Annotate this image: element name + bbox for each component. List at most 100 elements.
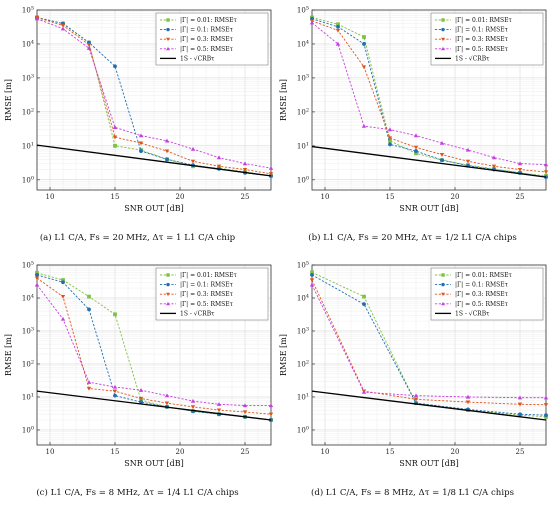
data-point [34,282,40,287]
y-tick-label: 103 [297,73,309,82]
legend-box [155,12,269,66]
data-point [166,37,170,42]
chart-panel-d: 10 15 20 25 100 101 102 103 104 105 SNR OUT [dB] RM… [279,261,549,498]
data-point [113,64,117,69]
legend: |Γ| = 0.01: RMSEτ |Γ| = 0.1: RMSEτ |Γ| = 0… [155,12,269,66]
data-point [361,123,367,128]
data-point [242,167,248,172]
x-tick-label: 25 [516,193,525,201]
series-line [311,22,547,166]
data-point [388,138,392,143]
series-1 [310,16,548,179]
series-4 [311,390,547,421]
data-point [138,388,144,392]
data-point [87,307,91,312]
data-point [362,35,366,39]
y-tick-label: 101 [22,392,34,401]
plot-area-frame [36,9,272,191]
data-point [362,302,366,307]
data-point [491,155,497,160]
y-axis-label: RMSE [m] [279,79,288,121]
data-point [309,20,315,25]
x-axis-label: SNR OUT [dB] [124,459,183,468]
x-tick-label: 15 [111,448,120,456]
data-point [112,135,118,140]
x-tick-label: 25 [241,448,250,456]
data-point [544,175,548,179]
data-point [35,273,39,277]
data-point [309,278,315,283]
data-point [61,278,65,282]
series-3 [309,282,549,400]
data-point [164,149,170,154]
series-line [36,18,272,169]
legend-box [430,267,544,321]
chart-panel-c: 10 15 20 25 100 101 102 103 104 105 SNR OUT [dB] RM… [4,261,274,498]
legend-label: |Γ| = 0.01: RMSEτ [455,272,512,279]
data-point [543,395,549,400]
legend-box [430,12,544,66]
x-axis-label: SNR OUT [dB] [399,204,458,213]
data-point [465,400,471,405]
data-point [518,412,522,417]
data-point [139,149,143,153]
plot-area-frame [311,9,547,191]
panel-caption: (d) L1 C/A, Fs = 8 MHz, Δτ = 1/8 L1 C/A … [311,487,514,498]
series-line [311,145,547,178]
data-point [34,16,40,21]
legend-label: |Γ| = 0.01: RMSEτ [455,17,512,24]
y-tick-label: 103 [22,73,34,82]
legend-label: |Γ| = 0.3: RMSEτ [455,36,509,43]
data-point [441,18,445,22]
legend-label: |Γ| = 0.1: RMSEτ [180,27,234,34]
data-point [242,403,248,408]
y-tick-label: 102 [22,107,34,116]
y-tick-label: 104 [22,293,34,302]
x-tick-label: 20 [176,193,185,201]
x-tick-label: 20 [176,448,185,456]
data-point [166,27,170,32]
data-point [190,159,196,164]
data-point [164,401,170,406]
plot-area-frame [36,264,272,446]
x-tick-label: 25 [516,448,525,456]
series-line [311,274,547,416]
data-point [441,282,445,287]
series-2 [309,278,549,407]
chart-panel-b: 10 15 20 25 100 101 102 103 104 105 SNR OUT [dB] RM… [279,6,549,243]
data-point [112,125,118,129]
data-point [166,301,170,306]
data-point [413,397,419,402]
x-tick-label: 20 [451,448,460,456]
data-point [465,394,471,399]
data-point [491,164,497,169]
legend-label: |Γ| = 0.5: RMSEτ [180,301,234,308]
legend-label: |Γ| = 0.5: RMSEτ [455,301,509,308]
data-point [543,162,549,167]
panel-caption: (c) L1 C/A, Fs = 8 MHz, Δτ = 1/4 L1 C/A … [36,487,238,498]
series-4 [36,144,272,177]
data-point [362,294,366,299]
data-point [216,408,222,413]
legend-label: |Γ| = 0.3: RMSEτ [180,291,234,298]
y-tick-label: 105 [297,6,309,15]
data-point [113,143,117,148]
y-tick-label: 100 [297,175,309,184]
x-tick-label: 15 [386,448,395,456]
series-line [311,18,547,178]
data-point [439,140,445,145]
y-tick-label: 103 [297,326,309,335]
legend-label: |Γ| = 0.3: RMSEτ [455,291,509,298]
legend-label: |Γ| = 0.3: RMSEτ [180,36,234,43]
y-tick-label: 102 [297,359,309,368]
data-point [310,270,314,275]
data-point [139,400,143,404]
data-point [414,149,418,153]
data-point [86,43,92,47]
series-line [311,20,547,173]
data-point [544,413,548,418]
series-line [311,284,546,399]
series-line [36,274,272,421]
legend-label: |Γ| = 0.1: RMSEτ [455,27,509,34]
data-point [216,402,222,406]
